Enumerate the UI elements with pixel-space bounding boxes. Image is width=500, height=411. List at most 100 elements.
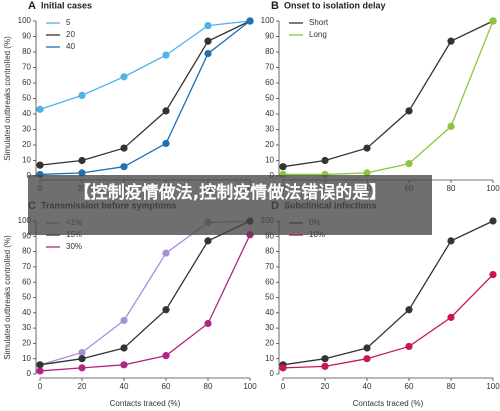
data-point [363, 169, 371, 177]
x-tick-label: 100 [243, 382, 257, 391]
y-tick-label: 90 [22, 231, 31, 240]
data-point [447, 237, 455, 245]
data-point [162, 306, 170, 314]
data-point [36, 105, 44, 113]
y-tick-label: 70 [265, 262, 274, 271]
data-point [162, 107, 170, 115]
panel-letter: B [271, 0, 279, 12]
y-tick-label: 80 [265, 47, 274, 56]
data-point [78, 348, 86, 357]
x-tick-label: 20 [321, 382, 330, 391]
y-tick-label: 70 [22, 262, 31, 271]
data-point [162, 352, 170, 360]
y-tick-label: 0 [270, 369, 275, 378]
data-point [78, 364, 86, 372]
y-tick-label: 100 [261, 16, 275, 25]
y-tick-label: 10 [265, 354, 274, 363]
x-tick-label: 40 [363, 382, 372, 391]
y-tick-label: 30 [265, 125, 274, 134]
y-tick-label: 50 [22, 293, 31, 302]
x-tick-label: 60 [405, 382, 414, 391]
data-point [321, 362, 329, 370]
y-tick-label: 30 [22, 125, 31, 134]
data-point [279, 364, 287, 372]
x-tick-label: 80 [447, 382, 456, 391]
data-point [405, 160, 413, 168]
data-point [489, 270, 497, 279]
y-tick-label: 70 [265, 63, 274, 72]
data-point [489, 217, 497, 225]
data-point [447, 37, 455, 45]
y-tick-label: 60 [22, 277, 31, 286]
legend-label: Long [309, 30, 327, 39]
y-tick-label: 60 [265, 78, 274, 87]
y-tick-label: 40 [265, 308, 274, 317]
y-tick-label: 60 [265, 277, 274, 286]
series-line [39, 20, 251, 176]
y-tick-label: 10 [22, 354, 31, 363]
legend-label: 5 [66, 18, 71, 27]
data-point [204, 319, 212, 328]
y-tick-label: 80 [22, 47, 31, 56]
data-point [204, 37, 212, 45]
y-tick-label: 90 [265, 32, 274, 41]
data-point [363, 144, 371, 152]
legend-label: 30% [66, 242, 82, 251]
data-point [162, 249, 170, 257]
panel-title: Onset to isolation delay [284, 0, 386, 10]
y-tick-label: 50 [22, 94, 31, 103]
y-tick-label: 40 [265, 109, 274, 118]
data-point [405, 306, 413, 314]
data-point [279, 163, 287, 171]
series-line [283, 20, 494, 176]
x-tick-label: 100 [486, 382, 500, 391]
y-tick-label: 40 [22, 308, 31, 317]
x-tick-label: 80 [204, 382, 213, 391]
y-tick-label: 30 [22, 323, 31, 332]
data-point [489, 17, 497, 25]
data-point [162, 139, 170, 148]
y-tick-label: 50 [265, 293, 274, 302]
series-line [39, 20, 251, 166]
data-point [78, 169, 86, 177]
data-point [363, 344, 371, 352]
y-tick-label: 60 [22, 78, 31, 87]
x-tick-label: 0 [281, 382, 286, 391]
data-point [405, 342, 413, 351]
data-point [405, 107, 413, 115]
legend-label: 40 [66, 42, 75, 51]
x-tick-label: 20 [78, 382, 87, 391]
data-point [120, 361, 128, 369]
data-point [120, 73, 128, 81]
x-tick-label: 40 [120, 382, 129, 391]
y-tick-label: 40 [22, 109, 31, 118]
y-axis-label: Simulated outbreaks controlled (%) [3, 36, 12, 161]
data-point [36, 361, 44, 369]
series-line [282, 220, 494, 366]
data-point [363, 355, 371, 363]
data-point [120, 344, 128, 352]
data-point [120, 163, 128, 171]
y-tick-label: 100 [18, 16, 32, 25]
x-tick-label: 60 [162, 382, 171, 391]
y-tick-label: 20 [22, 140, 31, 149]
x-axis-label: Contacts traced (%) [353, 399, 424, 408]
data-point [204, 49, 212, 58]
overlay-banner: 【控制疫情做法,控制疫情做法错误的是】 [28, 175, 432, 235]
data-point [246, 17, 254, 25]
y-axis-label: Simulated outbreaks controlled (%) [3, 235, 12, 360]
series-line [282, 20, 494, 168]
data-point [120, 144, 128, 152]
y-tick-label: 10 [265, 156, 274, 165]
y-tick-label: 80 [22, 247, 31, 256]
y-tick-label: 100 [18, 216, 32, 225]
data-point [321, 156, 329, 165]
data-point [36, 161, 44, 169]
x-axis-label: Contacts traced (%) [110, 399, 181, 408]
series-line [39, 234, 251, 372]
x-tick-label: 100 [486, 184, 500, 193]
data-point [78, 91, 86, 99]
data-point [78, 156, 86, 165]
